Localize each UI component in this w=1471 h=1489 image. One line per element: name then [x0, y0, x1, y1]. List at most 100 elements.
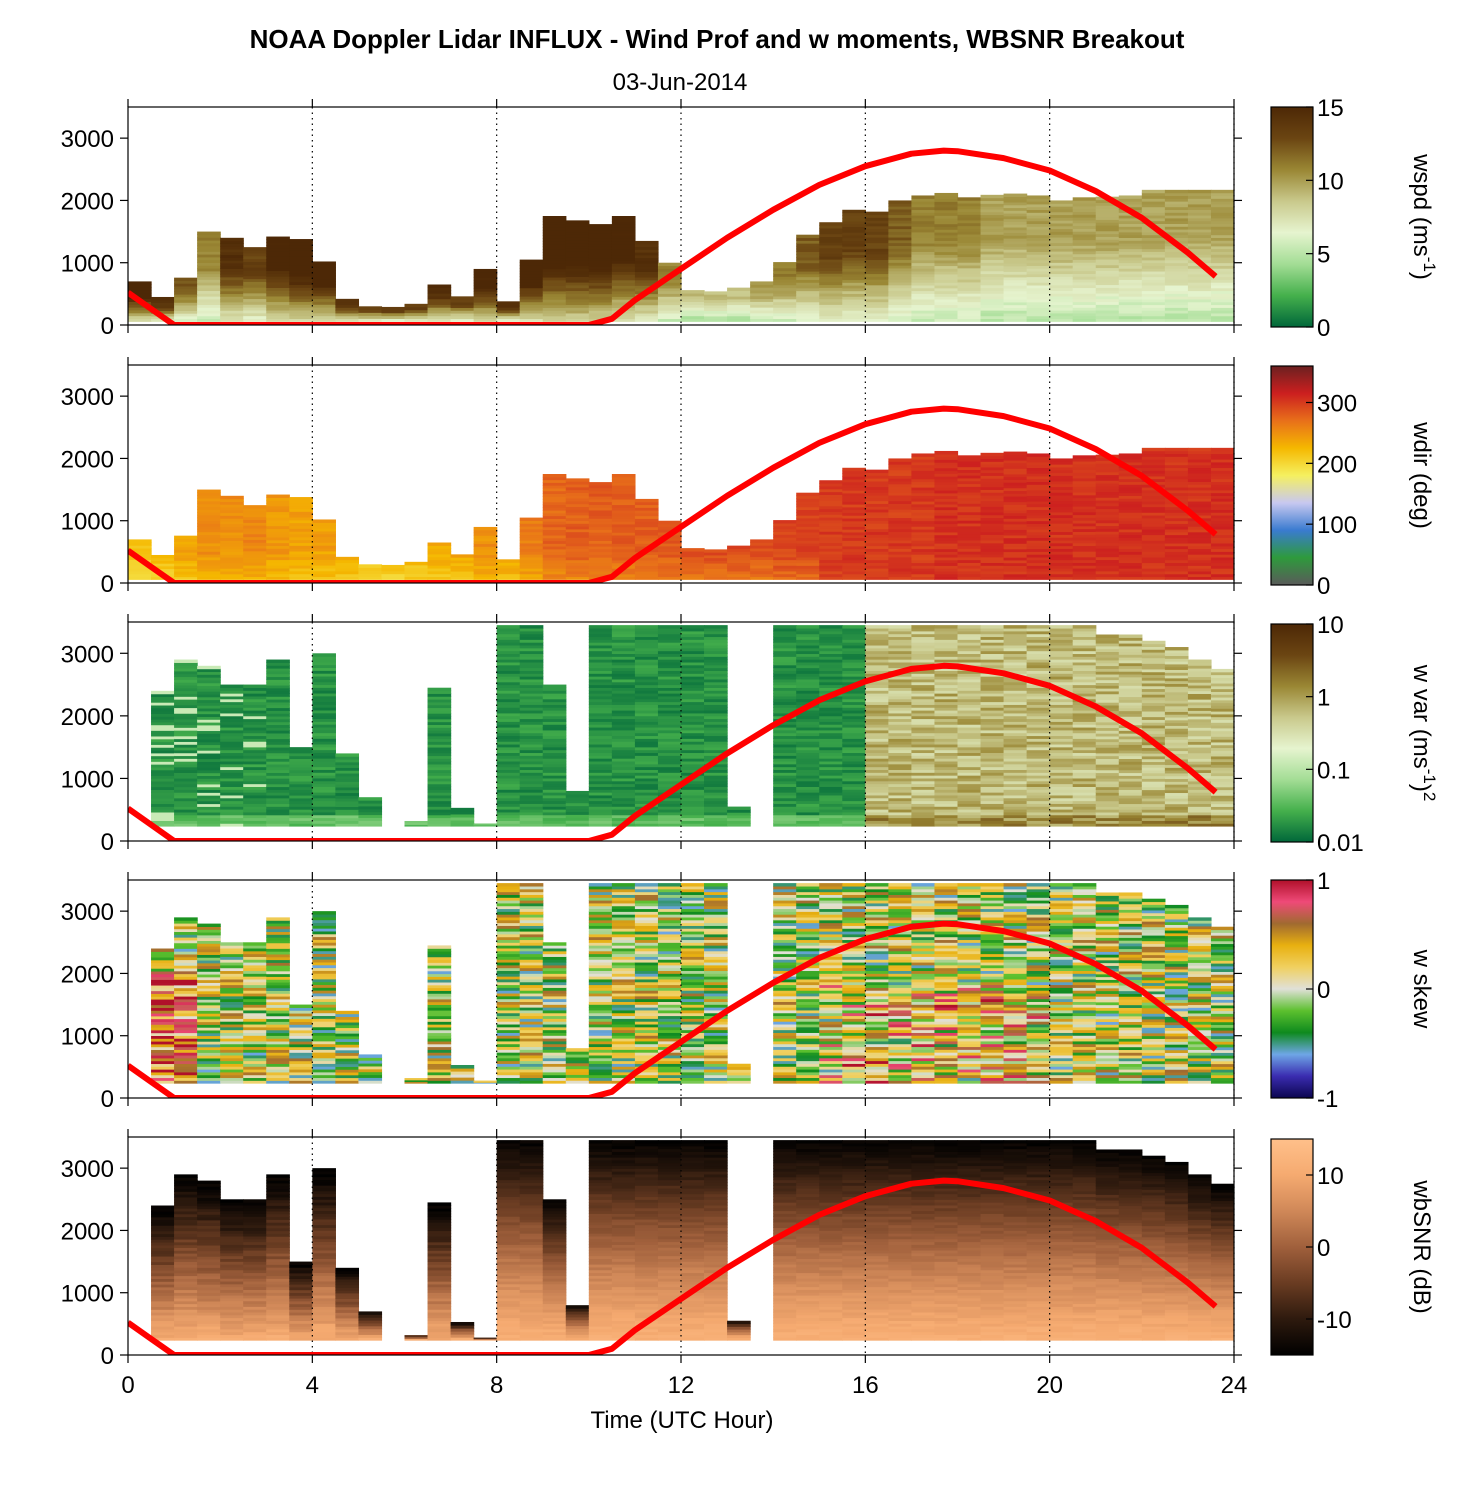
heatmap-cell — [289, 522, 313, 526]
heatmap-cell — [220, 282, 244, 286]
heatmap-cell — [542, 551, 567, 555]
heatmap-cell — [1072, 503, 1097, 507]
heatmap-cell — [1187, 453, 1212, 457]
heatmap-cell — [427, 732, 452, 737]
heatmap-cell — [865, 559, 889, 563]
heatmap-cell — [1095, 281, 1120, 286]
heatmap-cell — [565, 805, 590, 810]
heatmap-cell — [266, 679, 290, 683]
heatmap-cell — [634, 521, 659, 525]
heatmap-cell — [1095, 545, 1120, 549]
heatmap-cell — [911, 763, 936, 768]
heatmap-cell — [197, 298, 221, 303]
heatmap-cell — [681, 307, 705, 311]
heatmap-cell — [980, 625, 1005, 629]
heatmap-cell — [312, 530, 336, 535]
heatmap-cell — [911, 520, 936, 524]
heatmap-cell — [427, 567, 452, 572]
heatmap-cell — [1095, 556, 1120, 561]
heatmap-cell — [957, 553, 982, 558]
heatmap-cell — [496, 803, 521, 807]
heatmap-cell — [888, 755, 913, 759]
heatmap-cell — [865, 729, 889, 734]
heatmap-cell — [588, 254, 613, 259]
heatmap-cell — [1003, 318, 1028, 322]
heatmap-cell — [1003, 254, 1028, 259]
heatmap-cell — [634, 276, 659, 281]
heatmap-cell — [911, 470, 936, 474]
heatmap-cell — [588, 644, 613, 649]
heatmap-cell — [1187, 573, 1212, 578]
heatmap-cell — [657, 659, 682, 663]
heatmap-cell — [427, 304, 452, 308]
heatmap-cell — [450, 568, 475, 572]
heatmap-cell — [289, 567, 313, 572]
heatmap-cell — [657, 301, 682, 306]
heatmap-cell — [957, 673, 982, 677]
heatmap-cell — [1118, 512, 1143, 516]
heatmap-cell — [473, 573, 498, 578]
heatmap-cell — [888, 783, 913, 787]
heatmap-cell — [934, 279, 959, 283]
heatmap-cell — [842, 794, 866, 799]
heatmap-cell — [496, 786, 521, 790]
heatmap-cell — [1026, 690, 1051, 694]
heatmap-cell — [773, 531, 797, 535]
heatmap-cell — [519, 667, 544, 671]
heatmap-cell — [1049, 222, 1074, 227]
heatmap-cell — [335, 781, 360, 785]
heatmap-cell — [842, 568, 866, 572]
heatmap-cell — [934, 684, 959, 688]
heatmap-cell — [542, 274, 567, 278]
heatmap-cell — [542, 562, 567, 567]
heatmap-cell — [842, 769, 866, 773]
heatmap-cell — [957, 777, 982, 782]
heatmap-cell — [588, 526, 613, 530]
heatmap-cell — [496, 639, 521, 643]
heatmap-cell — [611, 260, 636, 264]
heatmap-cell — [911, 509, 936, 513]
heatmap-cell — [1118, 284, 1143, 289]
heatmap-cell — [1072, 463, 1097, 468]
heatmap-cell — [1003, 772, 1028, 776]
heatmap-cell — [1026, 484, 1051, 488]
heatmap-cell — [174, 280, 198, 284]
heatmap-cell — [1072, 309, 1097, 314]
heatmap-cell — [611, 698, 636, 703]
heatmap-cell — [773, 309, 797, 314]
heatmap-cell — [911, 240, 936, 244]
heatmap-cell — [704, 573, 728, 578]
heatmap-cell — [473, 290, 498, 295]
heatmap-cell — [980, 466, 1005, 471]
heatmap-cell — [289, 244, 313, 249]
heatmap-cell — [1049, 273, 1074, 277]
heatmap-cell — [819, 673, 843, 677]
heatmap-cell — [266, 718, 290, 723]
heatmap-cell — [1003, 783, 1028, 787]
heatmap-cell — [657, 676, 682, 680]
heatmap-cell — [542, 249, 567, 253]
heatmap-cell — [312, 735, 336, 739]
heatmap-cell — [934, 218, 959, 222]
heatmap-cell — [819, 292, 843, 297]
heatmap-cell — [911, 464, 936, 469]
heatmap-cell — [335, 770, 360, 774]
heatmap-cell — [934, 201, 959, 205]
heatmap-cell — [888, 466, 913, 471]
heatmap-cell — [611, 548, 636, 553]
heatmap-cell — [197, 817, 221, 821]
heatmap-cell — [1049, 704, 1074, 708]
heatmap-cell — [1003, 490, 1028, 494]
heatmap-cell — [1164, 310, 1189, 314]
heatmap-cell — [1095, 570, 1120, 575]
heatmap-cell — [704, 698, 728, 703]
heatmap-cell — [657, 752, 682, 756]
heatmap-cell — [565, 270, 590, 275]
heatmap-cell — [519, 284, 544, 289]
heatmap-cell — [704, 738, 728, 742]
heatmap-cell — [1210, 220, 1234, 224]
heatmap-cell — [911, 542, 936, 547]
heatmap-cell — [1026, 284, 1051, 289]
heatmap-cell — [773, 681, 797, 686]
heatmap-cell — [657, 639, 682, 643]
